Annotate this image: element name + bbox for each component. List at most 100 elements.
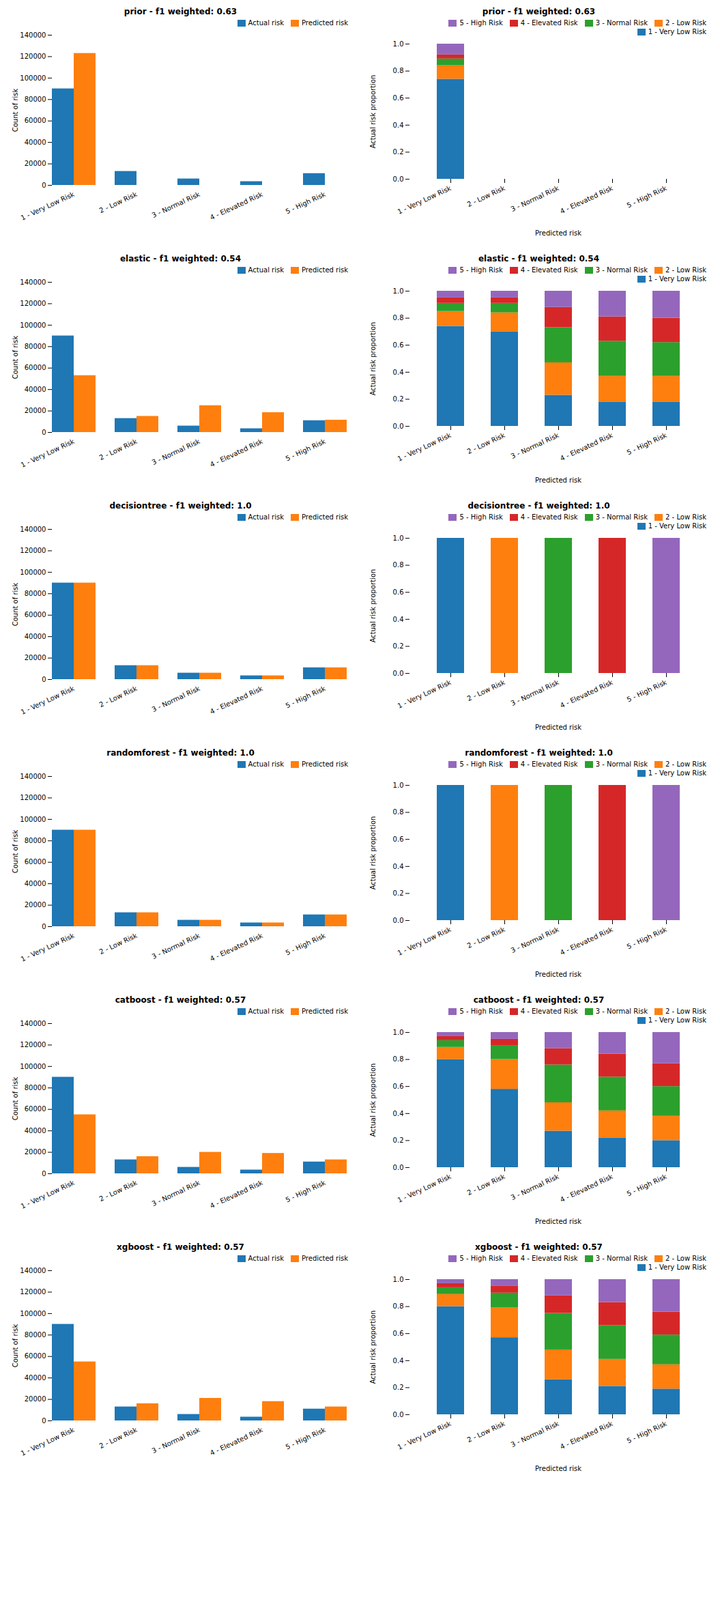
svg-text:0.2: 0.2: [393, 889, 405, 897]
svg-text:5 - High Risk: 5 - High Risk: [284, 1178, 327, 1204]
svg-text:2 - Low Risk: 2 - Low Risk: [466, 1419, 507, 1444]
svg-text:0: 0: [41, 1169, 46, 1178]
svg-text:1.0: 1.0: [393, 1028, 405, 1036]
svg-text:1.0: 1.0: [393, 287, 405, 295]
svg-text:0.4: 0.4: [393, 368, 405, 377]
svg-text:0.8: 0.8: [393, 1055, 405, 1063]
svg-text:120000: 120000: [19, 52, 46, 61]
svg-text:1 - Very Low Risk: 1 - Very Low Risk: [19, 1178, 76, 1211]
svg-text:Count of risk: Count of risk: [11, 88, 20, 133]
svg-text:2 - Low Risk: 2 - Low Risk: [466, 431, 507, 456]
svg-text:60000: 60000: [24, 363, 47, 372]
svg-text:4 - Elevated Risk: 4 - Elevated Risk: [558, 1419, 615, 1451]
svg-text:2 - Low Risk: 2 - Low Risk: [98, 684, 139, 709]
svg-text:1 - Very Low Risk: 1 - Very Low Risk: [19, 437, 76, 469]
svg-text:2 - Low Risk: 2 - Low Risk: [98, 1178, 139, 1203]
svg-text:0.4: 0.4: [393, 862, 405, 871]
svg-text:0: 0: [41, 922, 46, 931]
svg-text:5 - High Risk: 5 - High Risk: [625, 1172, 669, 1198]
svg-text:4 - Elevated Risk: 4 - Elevated Risk: [208, 1178, 265, 1211]
svg-text:2 - Low Risk: 2 - Low Risk: [98, 437, 139, 462]
svg-text:80000: 80000: [24, 1083, 47, 1092]
svg-text:5 - High Risk: 5 - High Risk: [284, 437, 327, 463]
svg-text:0.2: 0.2: [393, 1136, 405, 1144]
svg-text:60000: 60000: [24, 857, 47, 866]
svg-text:3 - Normal Risk: 3 - Normal Risk: [150, 1425, 202, 1455]
svg-text:0.0: 0.0: [393, 175, 405, 183]
svg-text:80000: 80000: [24, 589, 47, 598]
svg-text:0.8: 0.8: [393, 1302, 405, 1310]
svg-text:5 - High Risk: 5 - High Risk: [284, 1425, 327, 1451]
svg-text:40000: 40000: [24, 879, 47, 888]
svg-text:60000: 60000: [24, 610, 47, 619]
svg-text:0.0: 0.0: [393, 916, 405, 925]
svg-text:40000: 40000: [24, 138, 47, 147]
svg-text:60000: 60000: [24, 1104, 47, 1113]
svg-text:0.8: 0.8: [393, 66, 405, 75]
svg-text:1 - Very Low Risk: 1 - Very Low Risk: [19, 684, 76, 716]
svg-text:0.6: 0.6: [393, 94, 405, 102]
svg-text:5 - High Risk: 5 - High Risk: [625, 678, 669, 704]
svg-text:1 - Very Low Risk: 1 - Very Low Risk: [19, 931, 76, 963]
svg-text:140000: 140000: [19, 278, 46, 286]
svg-text:Predicted risk: Predicted risk: [535, 723, 582, 731]
svg-text:3 - Normal Risk: 3 - Normal Risk: [150, 1178, 202, 1208]
svg-text:1 - Very Low Risk: 1 - Very Low Risk: [396, 678, 453, 710]
svg-text:20000: 20000: [24, 406, 47, 415]
svg-text:1 - Very Low Risk: 1 - Very Low Risk: [396, 431, 453, 463]
svg-text:0.8: 0.8: [393, 808, 405, 816]
svg-text:80000: 80000: [24, 95, 47, 104]
svg-text:40000: 40000: [24, 1126, 47, 1135]
svg-text:0.2: 0.2: [393, 642, 405, 650]
svg-text:Predicted risk: Predicted risk: [535, 1217, 582, 1226]
svg-text:5 - High Risk: 5 - High Risk: [625, 431, 669, 457]
svg-text:4 - Elevated Risk: 4 - Elevated Risk: [208, 931, 265, 963]
svg-text:0.6: 0.6: [393, 588, 405, 596]
svg-text:3 - Normal Risk: 3 - Normal Risk: [509, 184, 561, 213]
svg-text:Count of risk: Count of risk: [11, 582, 20, 627]
svg-text:0.6: 0.6: [393, 835, 405, 843]
svg-text:4 - Elevated Risk: 4 - Elevated Risk: [208, 684, 265, 716]
svg-text:1.0: 1.0: [393, 534, 405, 542]
svg-text:4 - Elevated Risk: 4 - Elevated Risk: [208, 1425, 265, 1458]
svg-text:60000: 60000: [24, 1351, 47, 1360]
svg-text:0: 0: [41, 675, 46, 684]
svg-text:100000: 100000: [19, 1062, 46, 1071]
svg-text:Count of risk: Count of risk: [11, 829, 20, 874]
svg-text:1.0: 1.0: [393, 1275, 405, 1284]
svg-text:2 - Low Risk: 2 - Low Risk: [466, 678, 507, 703]
svg-text:100000: 100000: [19, 815, 46, 824]
svg-text:100000: 100000: [19, 1309, 46, 1318]
svg-text:100000: 100000: [19, 568, 46, 576]
svg-text:Actual risk proportion: Actual risk proportion: [369, 1063, 377, 1137]
svg-text:120000: 120000: [19, 1040, 46, 1049]
svg-text:4 - Elevated Risk: 4 - Elevated Risk: [558, 1172, 615, 1204]
svg-text:3 - Normal Risk: 3 - Normal Risk: [509, 1172, 561, 1202]
svg-text:3 - Normal Risk: 3 - Normal Risk: [509, 1419, 561, 1449]
svg-text:Count of risk: Count of risk: [11, 1323, 20, 1368]
svg-text:40000: 40000: [24, 1373, 47, 1382]
svg-text:1 - Very Low Risk: 1 - Very Low Risk: [396, 925, 453, 957]
svg-text:Count of risk: Count of risk: [11, 335, 20, 380]
svg-text:Predicted risk: Predicted risk: [535, 970, 582, 978]
svg-text:3 - Normal Risk: 3 - Normal Risk: [150, 931, 202, 961]
svg-text:5 - High Risk: 5 - High Risk: [284, 684, 327, 710]
svg-text:1 - Very Low Risk: 1 - Very Low Risk: [19, 1425, 76, 1458]
svg-text:3 - Normal Risk: 3 - Normal Risk: [150, 437, 202, 467]
svg-text:2 - Low Risk: 2 - Low Risk: [98, 190, 139, 215]
svg-text:1 - Very Low Risk: 1 - Very Low Risk: [396, 1419, 453, 1451]
svg-text:0.6: 0.6: [393, 1329, 405, 1337]
svg-text:100000: 100000: [19, 321, 46, 329]
svg-text:20000: 20000: [24, 159, 47, 168]
svg-text:Actual risk proportion: Actual risk proportion: [369, 322, 377, 396]
svg-text:20000: 20000: [24, 653, 47, 662]
svg-text:0.8: 0.8: [393, 313, 405, 322]
svg-text:0.0: 0.0: [393, 1163, 405, 1172]
svg-text:2 - Low Risk: 2 - Low Risk: [466, 1172, 507, 1197]
svg-text:0: 0: [41, 1416, 46, 1425]
svg-text:40000: 40000: [24, 632, 47, 641]
svg-text:100000: 100000: [19, 74, 46, 82]
svg-text:0.4: 0.4: [393, 615, 405, 624]
svg-text:20000: 20000: [24, 1147, 47, 1156]
svg-text:0.0: 0.0: [393, 422, 405, 430]
